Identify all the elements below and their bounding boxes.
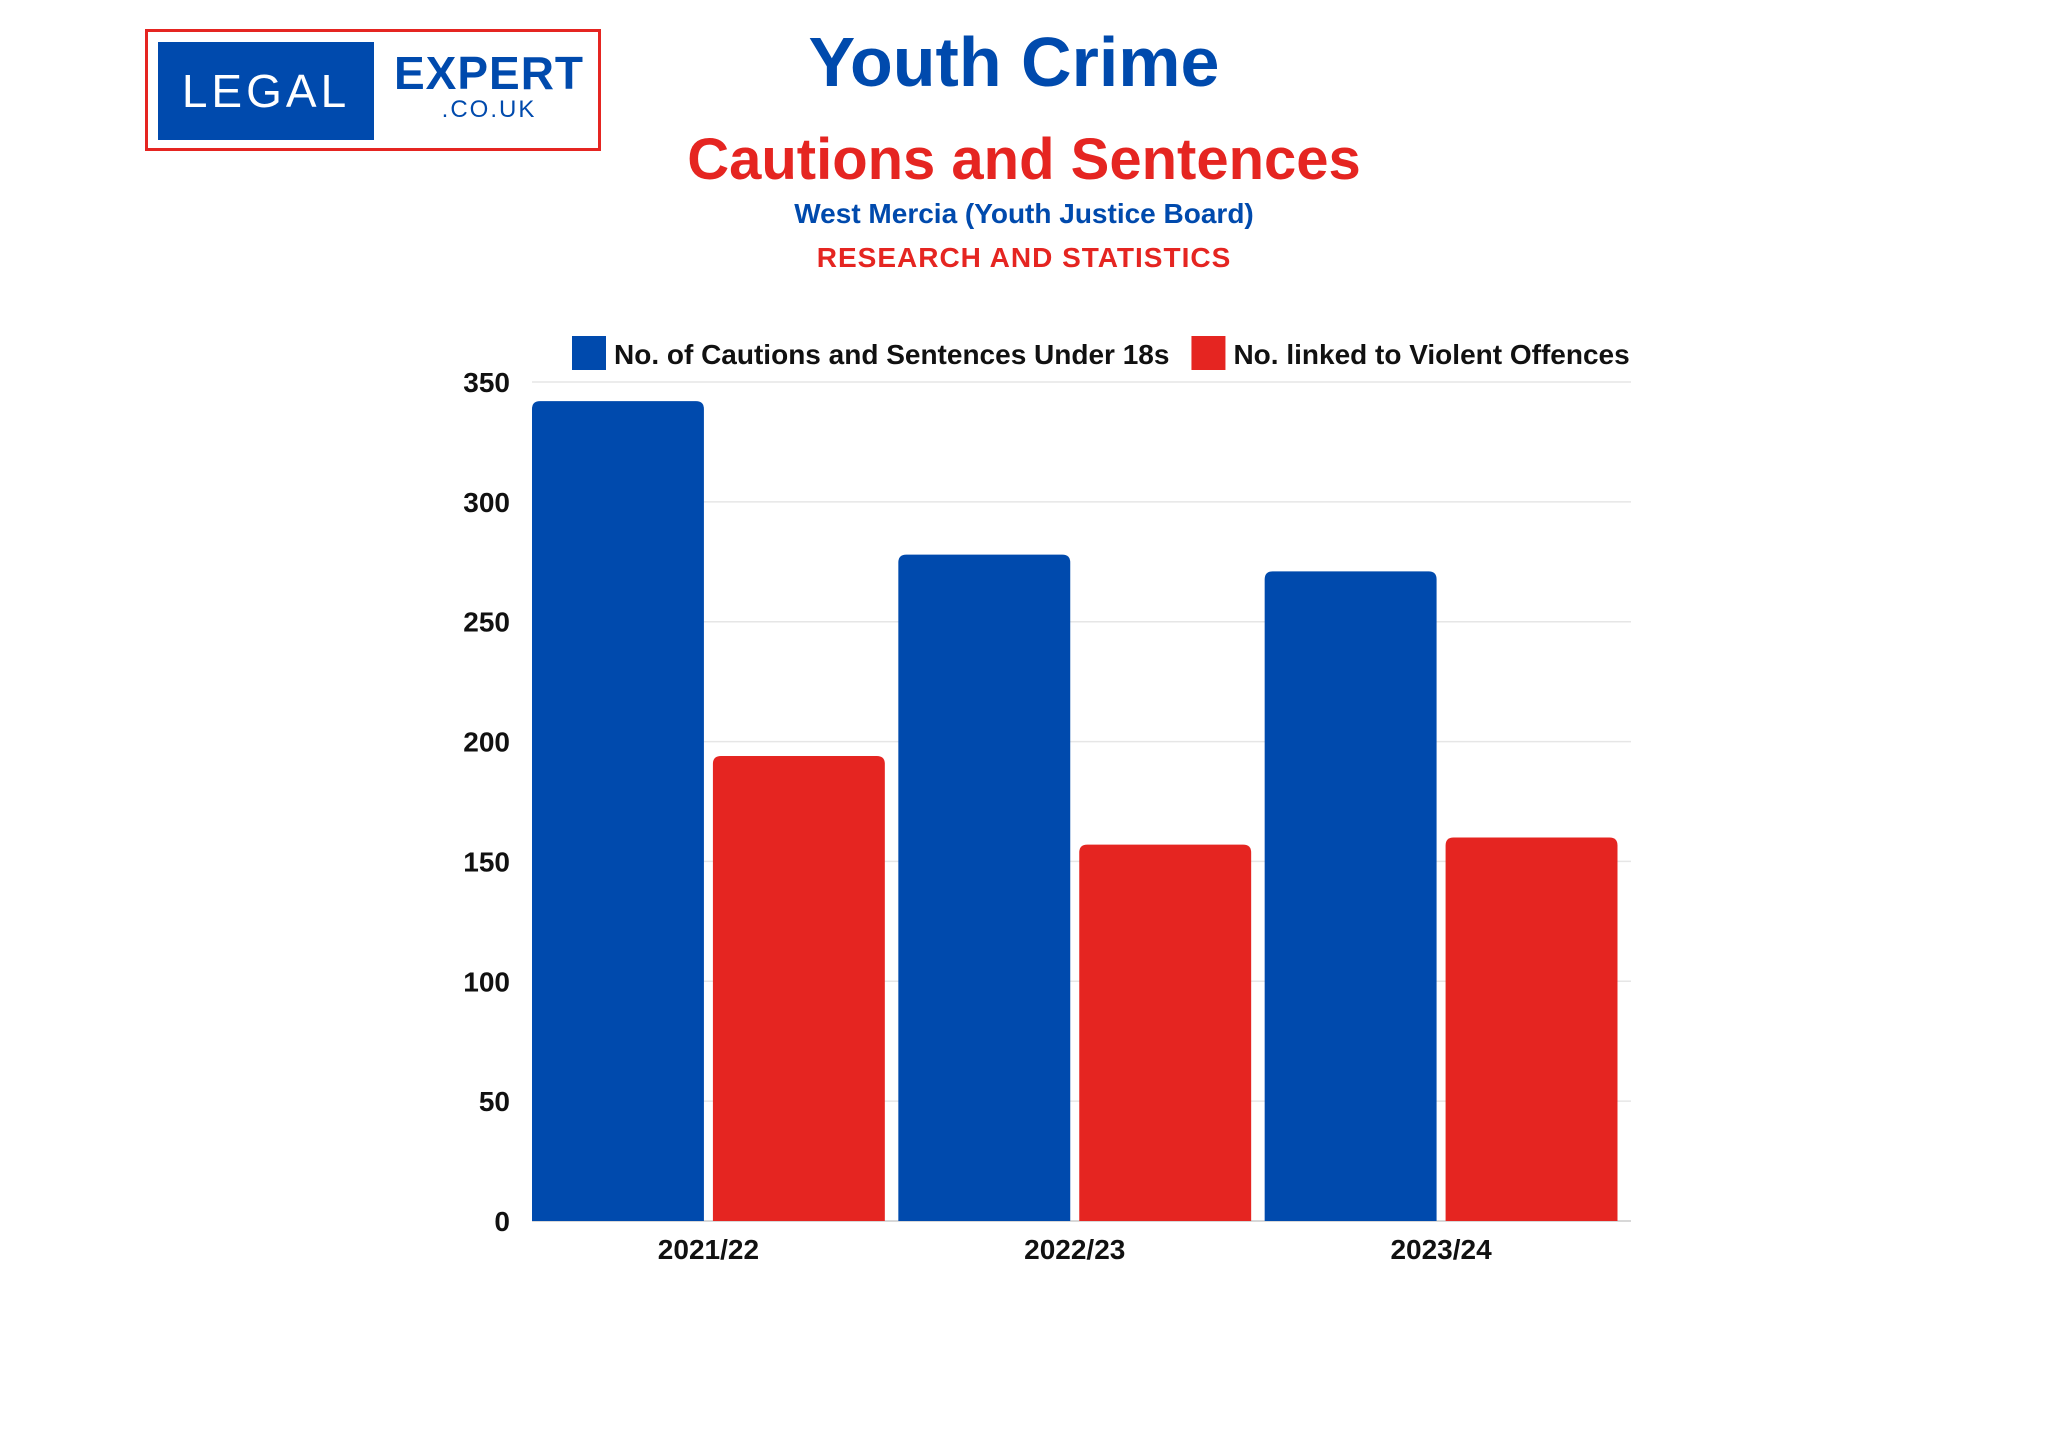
logo-suffix: .CO.UK — [441, 96, 537, 123]
x-tick-label: 2021/22 — [658, 1234, 759, 1265]
region-label: West Mercia (Youth Justice Board) — [794, 198, 1254, 229]
y-tick-label: 200 — [463, 727, 510, 758]
legend-label: No. of Cautions and Sentences Under 18s — [614, 339, 1169, 370]
bar-violent — [1079, 844, 1252, 1221]
x-tick-label: 2023/24 — [1390, 1234, 1492, 1265]
y-tick-label: 150 — [463, 846, 510, 877]
page-title: Youth Crime — [808, 23, 1220, 101]
bar-cautions — [532, 401, 704, 1222]
tagline: RESEARCH AND STATISTICS — [816, 242, 1232, 273]
y-tick-label: 0 — [494, 1206, 510, 1237]
y-tick-label: 300 — [463, 487, 510, 518]
y-tick-label: 100 — [463, 966, 510, 997]
logo-legal: LEGAL — [158, 42, 374, 140]
y-tick-label: 50 — [479, 1086, 510, 1117]
logo-expert: EXPERT — [393, 47, 585, 99]
y-tick-label: 250 — [463, 607, 510, 638]
legend-swatch — [572, 336, 606, 370]
page-subtitle: Cautions and Sentences — [687, 127, 1361, 192]
legal-expert-logo: LEGAL EXPERT .CO.UK — [145, 29, 601, 151]
bar-cautions — [1264, 571, 1437, 1221]
legend-swatch — [1191, 336, 1226, 370]
bar-cautions — [898, 554, 1071, 1221]
logo-expert-block: EXPERT .CO.UK — [384, 46, 594, 124]
bar-violent — [712, 755, 885, 1221]
x-tick-label: 2022/23 — [1024, 1234, 1125, 1265]
legend-label: No. linked to Violent Offences — [1233, 339, 1629, 370]
y-tick-label: 350 — [463, 367, 510, 398]
bar-violent — [1445, 837, 1618, 1221]
